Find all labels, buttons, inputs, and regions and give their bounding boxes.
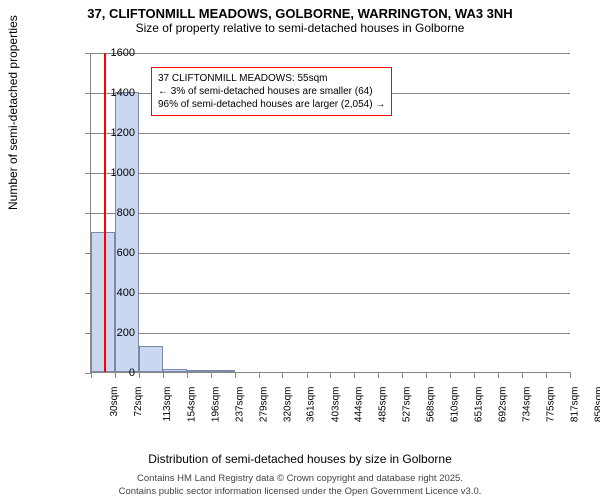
x-tick [426, 372, 427, 378]
y-tick [85, 93, 91, 94]
x-tick [354, 372, 355, 378]
x-tick [282, 372, 283, 378]
x-tick [474, 372, 475, 378]
x-tick-label: 113sqm [162, 387, 173, 422]
grid-line [91, 213, 570, 214]
y-tick-label: 600 [95, 247, 135, 259]
chart-area: 37 CLIFTONMILL MEADOWS: 55sqm← 3% of sem… [50, 48, 580, 418]
x-tick-label: 610sqm [450, 387, 461, 423]
x-tick [211, 372, 212, 378]
annotation-box: 37 CLIFTONMILL MEADOWS: 55sqm← 3% of sem… [151, 67, 392, 116]
x-tick [235, 372, 236, 378]
x-axis-label: Distribution of semi-detached houses by … [0, 452, 600, 466]
histogram-bar [211, 370, 235, 372]
chart-subtitle: Size of property relative to semi-detach… [0, 21, 600, 39]
x-tick [163, 372, 164, 378]
y-tick-label: 1600 [95, 47, 135, 59]
grid-line [91, 333, 570, 334]
x-tick [259, 372, 260, 378]
y-tick [85, 213, 91, 214]
histogram-bar [187, 370, 211, 372]
x-tick-label: 568sqm [426, 387, 437, 423]
grid-line [91, 133, 570, 134]
x-tick-label: 279sqm [259, 387, 270, 423]
footer-attribution: Contains HM Land Registry data © Crown c… [0, 473, 600, 498]
y-tick [85, 133, 91, 134]
x-tick [546, 372, 547, 378]
x-tick-label: 817sqm [570, 387, 581, 423]
x-tick [522, 372, 523, 378]
x-tick [570, 372, 571, 378]
x-tick-label: 734sqm [522, 387, 533, 423]
chart-container: 37, CLIFTONMILL MEADOWS, GOLBORNE, WARRI… [0, 0, 600, 500]
chart-title: 37, CLIFTONMILL MEADOWS, GOLBORNE, WARRI… [0, 0, 600, 21]
grid-line [91, 53, 570, 54]
x-tick-label: 320sqm [282, 387, 293, 423]
y-axis-label: Number of semi-detached properties [6, 15, 20, 210]
y-tick [85, 173, 91, 174]
annotation-line: 37 CLIFTONMILL MEADOWS: 55sqm [158, 72, 385, 85]
x-tick [91, 372, 92, 378]
plot-area: 37 CLIFTONMILL MEADOWS: 55sqm← 3% of sem… [90, 53, 570, 373]
x-tick [498, 372, 499, 378]
x-tick-label: 403sqm [330, 387, 341, 423]
x-tick [378, 372, 379, 378]
x-tick-label: 72sqm [133, 387, 144, 417]
x-tick-label: 858sqm [593, 387, 600, 423]
x-tick-label: 237sqm [234, 387, 245, 423]
x-tick-label: 361sqm [306, 387, 317, 423]
y-tick-label: 200 [95, 327, 135, 339]
footer-line-1: Contains HM Land Registry data © Crown c… [0, 473, 600, 485]
grid-line [91, 173, 570, 174]
x-tick-label: 775sqm [545, 387, 556, 423]
x-tick [307, 372, 308, 378]
x-tick-label: 527sqm [402, 387, 413, 423]
x-tick [402, 372, 403, 378]
grid-line [91, 293, 570, 294]
y-tick-label: 400 [95, 287, 135, 299]
y-tick-label: 1400 [95, 87, 135, 99]
x-tick-label: 30sqm [109, 387, 120, 417]
y-tick-label: 1200 [95, 127, 135, 139]
histogram-bar [139, 346, 163, 372]
y-tick-label: 0 [95, 367, 135, 379]
x-tick-label: 154sqm [186, 387, 197, 423]
x-tick-label: 196sqm [211, 387, 222, 423]
annotation-line: 96% of semi-detached houses are larger (… [158, 98, 385, 111]
x-tick-label: 692sqm [497, 387, 508, 423]
y-tick [85, 53, 91, 54]
y-tick-label: 1000 [95, 167, 135, 179]
x-tick-label: 485sqm [378, 387, 389, 423]
y-tick-label: 800 [95, 207, 135, 219]
x-tick [450, 372, 451, 378]
x-tick [330, 372, 331, 378]
grid-line [91, 253, 570, 254]
x-tick-label: 651sqm [474, 387, 485, 423]
x-tick-label: 444sqm [354, 387, 365, 423]
histogram-bar [163, 369, 187, 372]
x-tick [139, 372, 140, 378]
annotation-line: ← 3% of semi-detached houses are smaller… [158, 85, 385, 98]
x-tick [187, 372, 188, 378]
footer-line-2: Contains public sector information licen… [0, 486, 600, 498]
